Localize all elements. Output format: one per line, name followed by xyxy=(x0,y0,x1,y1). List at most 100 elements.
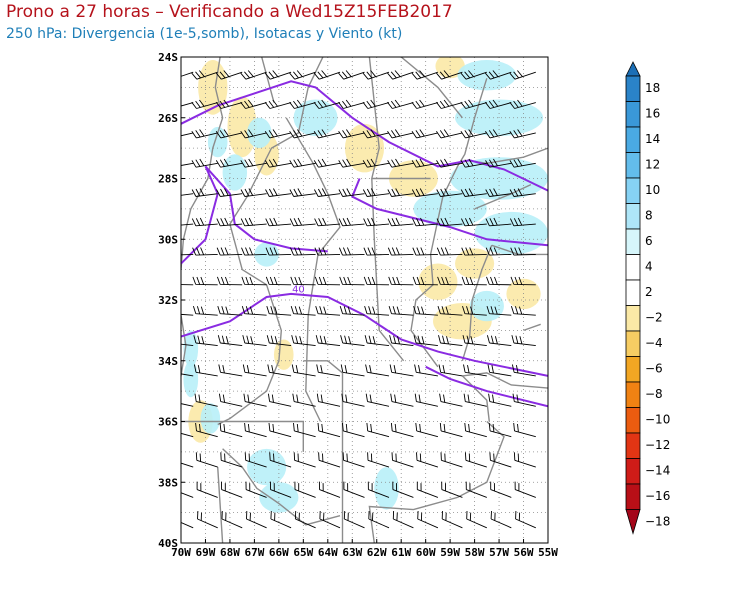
lat-lon-grid xyxy=(181,57,548,543)
wind-barb xyxy=(318,452,341,468)
wind-barb xyxy=(315,305,341,316)
wind-barb xyxy=(362,99,390,109)
wind-barb xyxy=(242,335,267,347)
wind-barb xyxy=(366,422,390,438)
wind-barb xyxy=(387,217,414,227)
wind-barb xyxy=(191,129,218,139)
wind-barb xyxy=(240,158,267,168)
colorbar-segment xyxy=(625,356,641,383)
wind-barb xyxy=(513,452,536,468)
wind-barb xyxy=(270,481,292,498)
border-line xyxy=(222,448,341,526)
lat-tick-label: 36S xyxy=(158,416,178,429)
wind-barb xyxy=(181,223,194,226)
colorbar-label: 2 xyxy=(645,285,653,299)
wind-barb xyxy=(291,335,316,347)
wind-barb xyxy=(391,452,414,468)
wind-barb xyxy=(390,422,414,438)
wind-barb xyxy=(341,393,365,407)
wind-barb xyxy=(270,510,292,529)
wind-barb xyxy=(392,481,414,498)
colorbar-segment xyxy=(625,126,641,153)
divergence-patch xyxy=(222,154,248,191)
wind-barb xyxy=(439,393,463,407)
wind-barb xyxy=(343,481,365,498)
lat-tick-label: 34S xyxy=(158,355,178,368)
wind-barb xyxy=(191,217,218,227)
wind-barb xyxy=(196,481,218,498)
wind-barb xyxy=(362,129,390,139)
wind-barb xyxy=(363,217,390,227)
wind-barb xyxy=(389,364,414,377)
wind-barb xyxy=(460,158,487,168)
wind-barb xyxy=(463,364,487,377)
wind-barb xyxy=(221,481,243,498)
wind-barb xyxy=(193,335,218,347)
wind-barb xyxy=(191,158,218,168)
wind-barb xyxy=(221,510,243,529)
wind-barb xyxy=(338,217,365,227)
wind-barb xyxy=(485,217,512,227)
wind-barb xyxy=(462,305,487,316)
colorbar-label: −4 xyxy=(645,336,663,350)
wind-barb xyxy=(181,403,194,407)
wind-barb xyxy=(343,510,365,529)
wind-barb xyxy=(416,481,439,498)
colorbar-segment xyxy=(625,254,641,281)
wind-barb xyxy=(218,364,243,377)
wind-barb xyxy=(194,393,218,407)
lon-tick-label: 64W xyxy=(318,546,338,559)
wind-barb xyxy=(436,99,463,109)
wind-barb xyxy=(488,393,512,407)
wind-barb xyxy=(241,305,267,316)
wind-barb xyxy=(389,335,414,347)
wind-barb xyxy=(438,364,463,377)
chart-title: Prono a 27 horas – Verificando a Wed15Z1… xyxy=(6,2,453,22)
wind-barb xyxy=(511,364,536,377)
wind-barb xyxy=(463,393,487,407)
wind-barb xyxy=(240,129,267,139)
wind-barb xyxy=(192,247,218,256)
colorbar-label: 4 xyxy=(645,260,653,274)
wind-barb xyxy=(314,247,341,256)
wind-barb xyxy=(486,276,512,286)
wind-barb xyxy=(246,510,267,529)
lon-tick-label: 63W xyxy=(342,546,362,559)
wind-barb xyxy=(289,129,316,139)
divergence-patch xyxy=(247,117,272,149)
wind-barb xyxy=(266,305,292,316)
wind-barb xyxy=(340,364,365,377)
wind-barb xyxy=(387,188,414,197)
border-line xyxy=(303,360,343,374)
colorbar-label: 6 xyxy=(645,234,653,248)
wind-barb xyxy=(289,217,316,227)
wind-barb xyxy=(215,129,243,139)
wind-barb xyxy=(215,99,243,109)
wind-barb xyxy=(265,188,292,197)
wind-barb xyxy=(294,481,316,498)
wind-barb xyxy=(440,452,463,468)
wind-barb xyxy=(392,510,414,529)
colorbar-segment xyxy=(625,407,641,434)
colorbar-label: 12 xyxy=(645,158,660,172)
wind-barb xyxy=(486,305,512,316)
wind-barb xyxy=(387,99,414,109)
wind-barb xyxy=(338,247,365,256)
wind-barb xyxy=(217,335,243,347)
wind-barb xyxy=(289,158,316,168)
wind-barb xyxy=(414,364,438,377)
wind-barb xyxy=(441,481,463,498)
lon-tick-label: 56W xyxy=(514,546,534,559)
wind-barb xyxy=(387,70,414,80)
colorbar-segment xyxy=(625,381,641,408)
isotach-line xyxy=(351,178,548,247)
wind-barb xyxy=(181,462,194,468)
wind-barb xyxy=(363,247,390,256)
wind-barb xyxy=(364,335,390,347)
wind-barb xyxy=(181,284,194,286)
wind-barb xyxy=(437,276,463,286)
colorbar-label: −2 xyxy=(645,311,663,325)
wind-barb xyxy=(314,188,341,197)
wind-barb xyxy=(362,188,390,197)
wind-barb xyxy=(509,217,536,227)
